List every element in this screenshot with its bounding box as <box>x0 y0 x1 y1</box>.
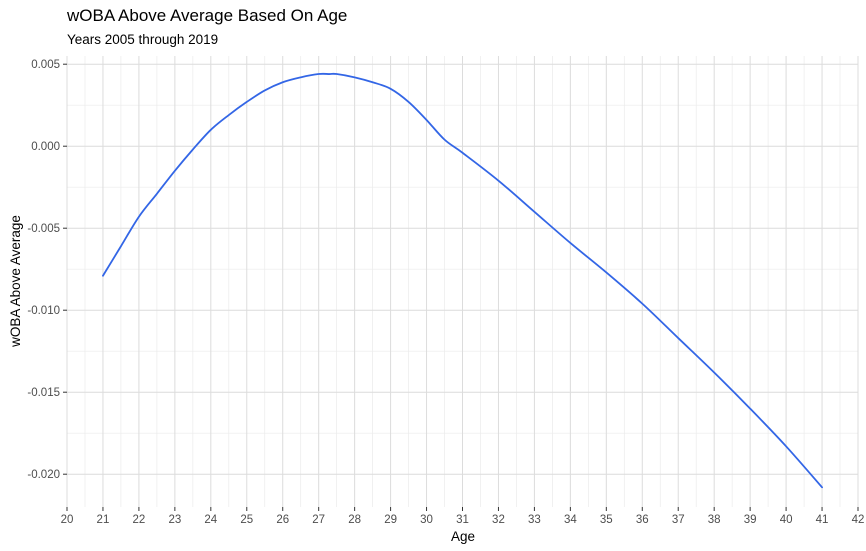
x-tick-label: 21 <box>97 514 110 526</box>
x-tick-label: 23 <box>168 514 181 526</box>
y-tick-label: -0.005 <box>27 223 60 235</box>
x-tick-label: 32 <box>492 514 505 526</box>
y-tick-label: -0.020 <box>27 469 60 481</box>
series-line <box>102 72 823 489</box>
x-tick-label: 27 <box>312 514 325 526</box>
y-axis: 0.005 0.000 -0.005 -0.010 -0.015 -0.020 <box>27 59 67 481</box>
x-tick-label: 26 <box>276 514 289 526</box>
x-tick-label: 35 <box>600 514 613 526</box>
x-axis: 20 21 22 23 24 25 26 27 28 29 30 31 32 33 34 35 36 37 38 39… <box>61 507 865 526</box>
y-tick-label: -0.015 <box>27 387 60 399</box>
y-tick-label: -0.010 <box>27 305 60 317</box>
x-tick-label: 39 <box>744 514 757 526</box>
y-tick-label: 0.000 <box>31 141 60 153</box>
x-axis-title: Age <box>451 529 475 544</box>
x-tick-label: 34 <box>564 514 577 526</box>
x-tick-label: 25 <box>240 514 253 526</box>
x-tick-label: 29 <box>384 514 397 526</box>
x-tick-label: 28 <box>348 514 361 526</box>
x-tick-label: 40 <box>780 514 793 526</box>
y-tick-label: 0.005 <box>31 59 60 71</box>
x-tick-label: 33 <box>528 514 541 526</box>
chart-title: wOBA Above Average Based On Age <box>67 6 348 25</box>
x-tick-label: 30 <box>420 514 433 526</box>
x-tick-label: 42 <box>852 514 865 526</box>
x-tick-label: 37 <box>672 514 685 526</box>
x-tick-label: 41 <box>816 514 829 526</box>
x-tick-label: 38 <box>708 514 721 526</box>
x-tick-label: 20 <box>61 514 74 526</box>
x-tick-label: 36 <box>636 514 649 526</box>
y-axis-title: wOBA Above Average <box>8 215 23 348</box>
x-tick-label: 24 <box>204 514 217 526</box>
x-tick-label: 22 <box>133 514 146 526</box>
major-gridlines <box>66 56 859 507</box>
x-tick-label: 31 <box>456 514 469 526</box>
series-layer <box>102 72 823 489</box>
chart-subtitle: Years 2005 through 2019 <box>67 32 219 47</box>
